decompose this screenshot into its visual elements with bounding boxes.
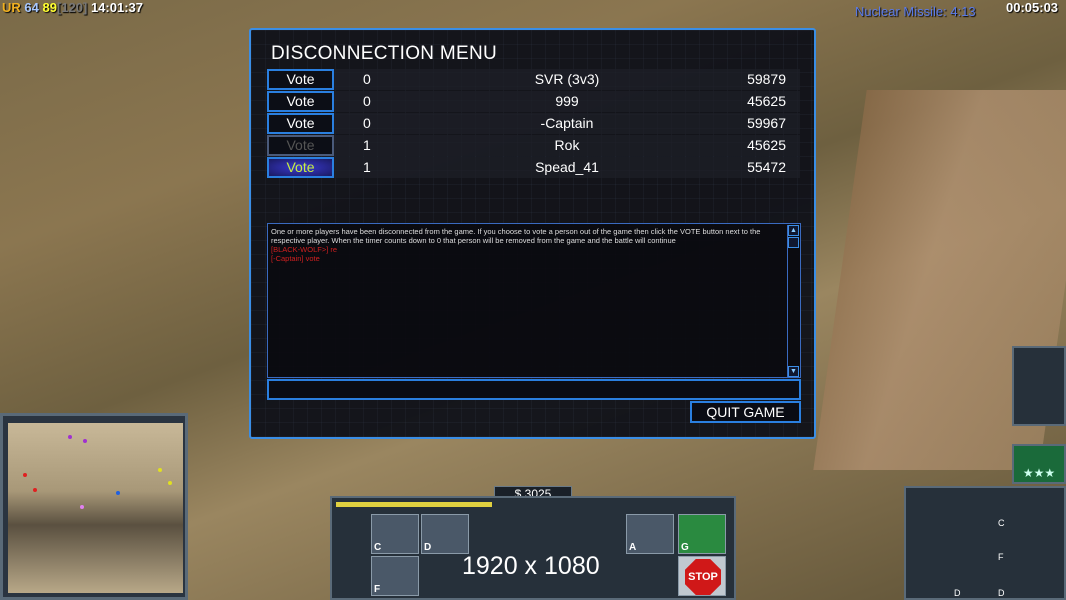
superweapon-timer: Nuclear Missile: 4:13	[855, 4, 976, 19]
build-slot-d[interactable]: D	[421, 514, 469, 554]
stat-2: 89	[42, 0, 57, 15]
log-scrollbar[interactable]: ▲ ▼	[787, 225, 799, 377]
player-name: Spead_41	[535, 159, 599, 175]
build-slot-a[interactable]: A	[626, 514, 674, 554]
player-ping: 45625	[747, 93, 786, 109]
unit-dot	[116, 491, 120, 495]
player-row: Vote 0 999 45625	[267, 91, 800, 112]
hotkey: F	[998, 552, 1004, 562]
vote-count: 0	[363, 93, 371, 109]
stat-1: 64	[24, 0, 39, 15]
stars-icon: ★★★	[1022, 466, 1056, 480]
side-tabs[interactable]	[1012, 346, 1066, 426]
scroll-down-icon[interactable]: ▼	[788, 366, 799, 377]
hotkey: C	[998, 518, 1005, 528]
resolution-overlay: 1920 x 1080	[462, 552, 600, 580]
unit-dot	[83, 439, 87, 443]
player-name: Rok	[554, 137, 580, 153]
vote-button[interactable]: Vote	[267, 135, 334, 156]
vote-button[interactable]: Vote	[267, 113, 334, 134]
unit-dot	[33, 488, 37, 492]
minimap-terrain[interactable]	[8, 423, 183, 593]
vote-button[interactable]: Vote	[267, 157, 334, 178]
unit-dot	[23, 473, 27, 477]
selection-panel[interactable]: C F D D	[904, 486, 1066, 600]
player-row: Vote 0 -Captain 59967	[267, 113, 800, 134]
vote-count: 0	[363, 71, 371, 87]
minimap[interactable]	[0, 413, 188, 600]
player-name: -Captain	[540, 115, 594, 131]
vote-count: 1	[363, 159, 371, 175]
resource-hud: UR 64 89[120] 14:01:37	[2, 0, 143, 15]
vote-button[interactable]: Vote	[267, 91, 334, 112]
scroll-thumb[interactable]	[788, 237, 799, 248]
vote-button[interactable]: Vote	[267, 69, 334, 90]
scroll-up-icon[interactable]: ▲	[788, 225, 799, 236]
unit-dot	[68, 435, 72, 439]
message-log: One or more players have been disconnect…	[267, 223, 801, 378]
vote-count: 0	[363, 115, 371, 131]
stop-button[interactable]: STOP	[678, 556, 726, 596]
build-slot-c[interactable]: C	[371, 514, 419, 554]
player-name: 999	[555, 93, 579, 109]
dialog-title: DISCONNECTION MENU	[271, 43, 498, 64]
game-timer: 00:05:03	[1006, 0, 1059, 15]
unit-dot	[80, 505, 84, 509]
stop-icon: STOP	[685, 559, 721, 595]
player-name: SVR (3v3)	[534, 71, 600, 87]
quit-game-button[interactable]: QUIT GAME	[690, 401, 801, 423]
build-slot-f[interactable]: F	[371, 556, 419, 596]
player-row: Vote 0 SVR (3v3) 59879	[267, 69, 800, 90]
guard-button[interactable]: G	[678, 514, 726, 554]
clock: 14:01:37	[90, 0, 143, 15]
player-ping: 59967	[747, 115, 786, 131]
player-row: Vote 1 Rok 45625	[267, 135, 800, 156]
rank-tab[interactable]: ★★★	[1012, 444, 1066, 484]
power-bar	[336, 502, 492, 507]
disconnection-dialog: DISCONNECTION MENU Vote 0 SVR (3v3) 5987…	[249, 28, 816, 439]
chat-line: [BLACK-WOLF>] re	[271, 245, 338, 254]
disconnect-message: One or more players have been disconnect…	[271, 227, 761, 245]
unit-dot	[158, 468, 162, 472]
vote-count: 1	[363, 137, 371, 153]
hotkey: D	[954, 588, 961, 598]
unit-dot	[168, 481, 172, 485]
chat-line: [-Captain] vote	[271, 254, 320, 263]
stat-3: [120]	[56, 0, 88, 15]
player-row: Vote 1 Spead_41 55472	[267, 157, 800, 178]
faction: UR	[2, 0, 21, 15]
player-ping: 55472	[747, 159, 786, 175]
player-ping: 45625	[747, 137, 786, 153]
player-ping: 59879	[747, 71, 786, 87]
hotkey: D	[998, 588, 1005, 598]
chat-input[interactable]	[267, 379, 801, 400]
